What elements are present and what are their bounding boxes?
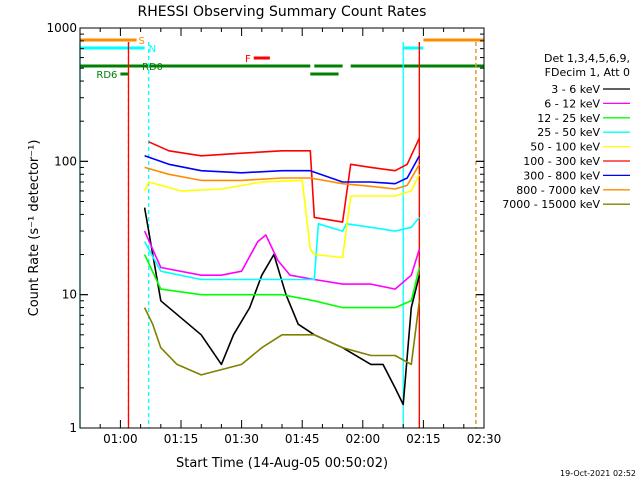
state-bar-label-s: S: [139, 36, 145, 47]
x-tick-label-1: 01:15: [164, 432, 199, 446]
x-tick-label-4: 02:00: [346, 432, 381, 446]
x-ticks: 01:00 01:15 01:30 01:45 02:00 02:15 02:30: [79, 28, 502, 446]
x-axis-label: Start Time (14-Aug-05 00:50:02): [176, 456, 388, 471]
series-line-3: [143, 216, 421, 281]
legend-header-2: FDecim 1, Att 0: [545, 66, 630, 79]
legend-label-7: 800 - 7000 keV: [516, 184, 600, 197]
state-bar-label-f: F: [245, 54, 251, 65]
legend-label-5: 100 - 300 keV: [523, 155, 600, 168]
series-line-6: [144, 155, 421, 185]
legend-label-2: 12 - 25 keV: [537, 112, 600, 125]
series-lines: [143, 137, 421, 406]
y-tick-label-0: 1: [69, 421, 77, 435]
legend-label-3: 25 - 50 keV: [537, 126, 600, 139]
y-tick-label-3: 1000: [46, 21, 77, 35]
state-bars: SN F RD0 RD6: [80, 36, 484, 81]
x-tick-label-5: 02:15: [406, 432, 441, 446]
y-axis-label: Count Rate (s⁻¹ detector⁻¹): [27, 140, 42, 317]
timestamp: 19-Oct-2021 02:52: [560, 469, 636, 478]
x-tick-label-3: 01:45: [285, 432, 320, 446]
legend-label-6: 300 - 800 keV: [523, 169, 600, 182]
legend-header-1: Det 1,3,4,5,6,9,: [544, 52, 630, 65]
state-bar-label-n: N: [149, 44, 156, 55]
state-bar-label-rd0: RD0: [142, 62, 163, 73]
state-bar-label-rd6: RD6: [96, 70, 117, 81]
y-tick-label-1: 10: [62, 288, 77, 302]
legend-label-8: 7000 - 15000 keV: [502, 198, 600, 211]
series-line-1: [143, 230, 421, 290]
x-tick-label-6: 02:30: [467, 432, 502, 446]
legend-label-1: 6 - 12 keV: [544, 97, 600, 110]
legend-label-0: 3 - 6 keV: [551, 83, 600, 96]
plot-frame: [79, 27, 485, 429]
vertical-markers: [79, 42, 477, 428]
series-line-8: [143, 300, 421, 376]
x-tick-label-0: 01:00: [103, 432, 138, 446]
series-line-7: [144, 163, 421, 190]
legend-label-4: 50 - 100 keV: [530, 141, 600, 154]
series-line-2: [143, 254, 421, 309]
y-tick-label-2: 100: [54, 154, 77, 168]
chart-title: RHESSI Observing Summary Count Rates: [138, 4, 427, 20]
series-line-4: [143, 173, 421, 259]
y-ticks: 1 10 100 1000: [46, 21, 484, 435]
x-tick-label-2: 01:30: [224, 432, 259, 446]
series-line-0: [143, 207, 421, 406]
series-line-5: [148, 137, 421, 223]
